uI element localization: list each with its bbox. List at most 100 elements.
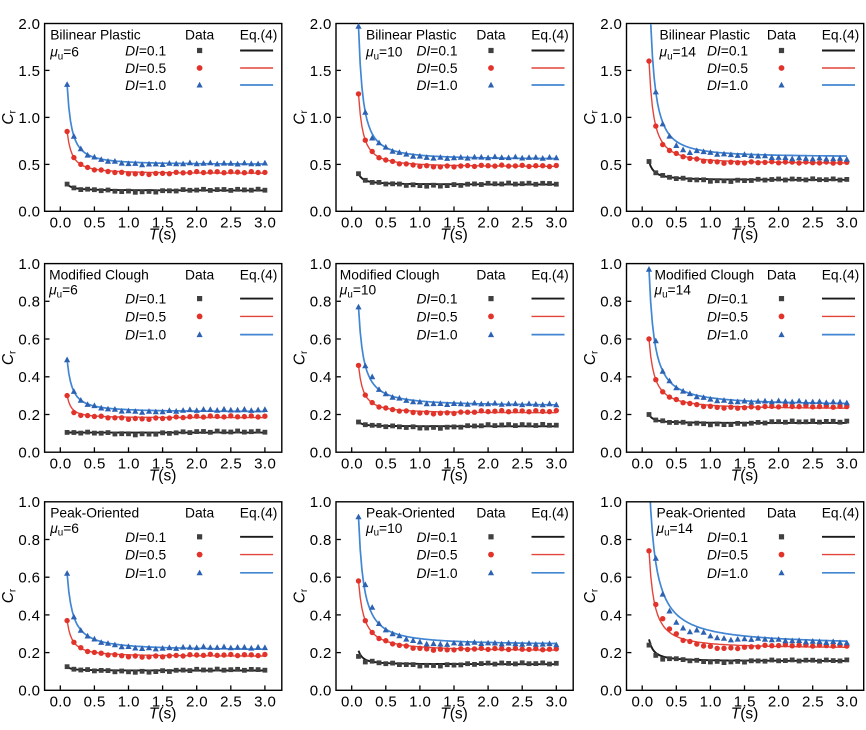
- svg-text:0.0: 0.0: [50, 215, 72, 232]
- svg-text:0.5: 0.5: [375, 694, 397, 711]
- svg-text:0.5: 0.5: [84, 215, 106, 232]
- svg-text:0.8: 0.8: [18, 294, 40, 311]
- svg-text:T(s): T(s): [731, 706, 759, 723]
- svg-text:DI=0.5: DI=0.5: [416, 309, 457, 324]
- svg-text:0.2: 0.2: [310, 407, 332, 424]
- svg-text:1.0: 1.0: [409, 215, 431, 232]
- svg-text:1.0: 1.0: [600, 110, 622, 127]
- svg-text:μu=6: μu=6: [49, 521, 79, 539]
- svg-text:1.0: 1.0: [600, 494, 622, 511]
- svg-text:1.0: 1.0: [310, 494, 332, 511]
- svg-text:3.0: 3.0: [546, 455, 568, 472]
- svg-text:0.0: 0.0: [310, 445, 332, 462]
- svg-text:0.0: 0.0: [341, 455, 363, 472]
- svg-text:Cr: Cr: [292, 588, 311, 603]
- svg-text:0.0: 0.0: [631, 455, 653, 472]
- svg-text:T(s): T(s): [731, 468, 759, 485]
- svg-text:0.0: 0.0: [310, 683, 332, 700]
- svg-text:1.0: 1.0: [18, 110, 40, 127]
- svg-text:DI=1.0: DI=1.0: [125, 78, 166, 93]
- svg-text:1.5: 1.5: [734, 455, 756, 472]
- svg-text:0.0: 0.0: [341, 694, 363, 711]
- svg-text:DI=0.5: DI=0.5: [125, 61, 166, 76]
- svg-text:Cr: Cr: [582, 588, 601, 603]
- svg-text:Modified Clough: Modified Clough: [49, 267, 149, 282]
- svg-text:Eq.(4): Eq.(4): [822, 267, 860, 282]
- svg-text:Peak-Oriented: Peak-Oriented: [50, 506, 139, 521]
- svg-text:Eq.(4): Eq.(4): [822, 506, 860, 521]
- svg-text:DI=1.0: DI=1.0: [707, 78, 748, 93]
- svg-text:2.5: 2.5: [802, 215, 824, 232]
- svg-text:Peak-Oriented: Peak-Oriented: [657, 506, 746, 521]
- svg-text:μu=6: μu=6: [49, 45, 79, 63]
- svg-text:3.0: 3.0: [254, 455, 276, 472]
- svg-text:DI=0.5: DI=0.5: [707, 548, 748, 563]
- svg-text:0.0: 0.0: [310, 204, 332, 221]
- svg-text:2.5: 2.5: [802, 455, 824, 472]
- svg-text:1.5: 1.5: [152, 694, 174, 711]
- svg-text:1.5: 1.5: [443, 215, 465, 232]
- svg-text:2.0: 2.0: [768, 215, 790, 232]
- svg-text:0.4: 0.4: [18, 607, 40, 624]
- svg-text:2.5: 2.5: [511, 694, 533, 711]
- svg-text:0.0: 0.0: [18, 204, 40, 221]
- svg-text:μu=14: μu=14: [659, 45, 697, 63]
- svg-text:0.4: 0.4: [600, 607, 622, 624]
- svg-text:Modified Clough: Modified Clough: [655, 267, 755, 282]
- svg-text:1.0: 1.0: [700, 215, 722, 232]
- svg-text:2.0: 2.0: [186, 694, 208, 711]
- svg-text:2.0: 2.0: [768, 455, 790, 472]
- svg-text:DI=0.1: DI=0.1: [125, 530, 166, 545]
- svg-text:Cr: Cr: [0, 109, 19, 124]
- svg-text:3.0: 3.0: [546, 694, 568, 711]
- svg-text:0.0: 0.0: [18, 683, 40, 700]
- svg-text:0.5: 0.5: [666, 215, 688, 232]
- svg-text:DI=0.1: DI=0.1: [416, 292, 457, 307]
- svg-text:Bilinear Plastic: Bilinear Plastic: [366, 27, 457, 42]
- svg-text:0.5: 0.5: [310, 157, 332, 174]
- svg-text:DI=0.5: DI=0.5: [416, 548, 457, 563]
- svg-text:DI=0.1: DI=0.1: [707, 292, 748, 307]
- svg-text:2.0: 2.0: [477, 215, 499, 232]
- svg-text:μu=10: μu=10: [365, 521, 403, 539]
- svg-text:Eq.(4): Eq.(4): [240, 506, 278, 521]
- svg-text:2.0: 2.0: [477, 694, 499, 711]
- svg-text:Cr: Cr: [582, 350, 601, 365]
- svg-text:1.0: 1.0: [700, 694, 722, 711]
- svg-text:3.0: 3.0: [546, 215, 568, 232]
- svg-text:0.2: 0.2: [310, 645, 332, 662]
- svg-text:Eq.(4): Eq.(4): [531, 506, 569, 521]
- svg-text:Data: Data: [185, 27, 214, 42]
- svg-text:1.0: 1.0: [409, 694, 431, 711]
- svg-text:2.0: 2.0: [600, 16, 622, 33]
- svg-text:DI=0.1: DI=0.1: [125, 292, 166, 307]
- svg-text:0.5: 0.5: [18, 157, 40, 174]
- svg-text:1.0: 1.0: [310, 256, 332, 273]
- svg-text:Data: Data: [767, 267, 796, 282]
- svg-text:2.5: 2.5: [511, 215, 533, 232]
- svg-text:0.8: 0.8: [310, 532, 332, 549]
- svg-text:0.8: 0.8: [310, 294, 332, 311]
- svg-text:Modified Clough: Modified Clough: [340, 267, 440, 282]
- svg-text:Eq.(4): Eq.(4): [531, 267, 569, 282]
- svg-text:0.8: 0.8: [600, 294, 622, 311]
- svg-text:0.6: 0.6: [310, 570, 332, 587]
- svg-text:0.2: 0.2: [18, 407, 40, 424]
- svg-text:DI=0.5: DI=0.5: [125, 548, 166, 563]
- svg-text:0.8: 0.8: [18, 532, 40, 549]
- svg-text:Data: Data: [185, 506, 214, 521]
- svg-text:DI=0.1: DI=0.1: [125, 44, 166, 59]
- svg-text:1.5: 1.5: [734, 694, 756, 711]
- svg-text:Data: Data: [767, 27, 796, 42]
- svg-text:1.0: 1.0: [18, 494, 40, 511]
- svg-text:2.0: 2.0: [18, 16, 40, 33]
- svg-text:0.6: 0.6: [310, 331, 332, 348]
- svg-text:3.0: 3.0: [254, 215, 276, 232]
- svg-text:0.4: 0.4: [310, 369, 332, 386]
- svg-text:DI=1.0: DI=1.0: [416, 328, 457, 343]
- svg-text:1.0: 1.0: [310, 110, 332, 127]
- svg-text:0.5: 0.5: [84, 694, 106, 711]
- svg-text:Eq.(4): Eq.(4): [531, 27, 569, 42]
- svg-text:2.5: 2.5: [220, 455, 242, 472]
- svg-text:1.5: 1.5: [152, 215, 174, 232]
